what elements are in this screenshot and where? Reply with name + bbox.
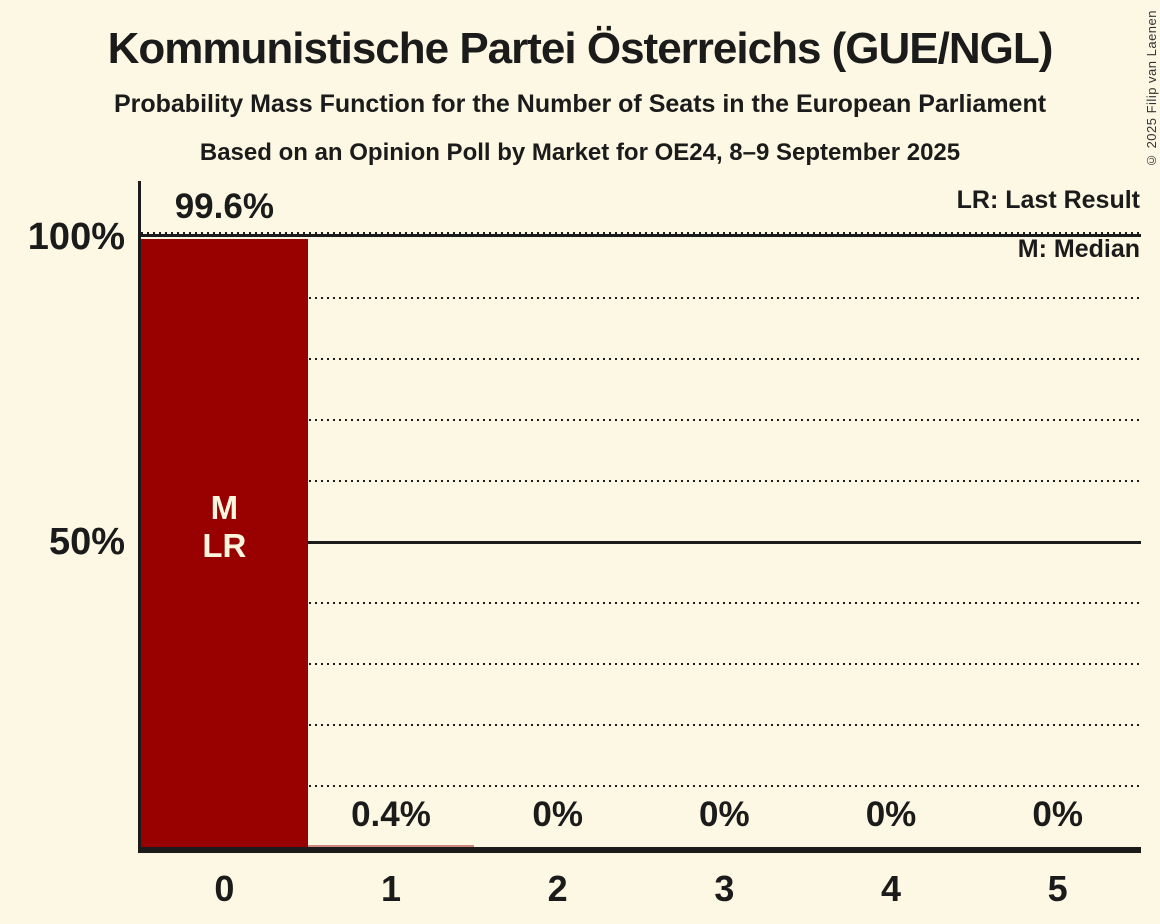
legend-median: M: Median [1017,235,1140,263]
chart-title: Kommunistische Partei Österreichs (GUE/N… [107,24,1054,73]
bar-seat-0 [141,239,308,847]
bar-value-label-seat-3: 0% [699,795,750,834]
x-axis-label-0: 0 [214,868,235,909]
y-axis-label-100: 100% [27,216,125,258]
bar-value-label-seat-1: 0.4% [351,795,431,834]
gridline-50pct [141,540,1141,544]
x-axis-label-1: 1 [380,868,401,909]
grid-area: 99.6% 0.4% 0% 0% 0% 0% M LR [141,187,1141,847]
x-axis-label-5: 5 [1047,868,1068,909]
legend-last-result: LR: Last Result [956,186,1140,214]
bar-seat-1 [307,844,475,847]
gridline-100pct [141,234,1141,237]
gridline-40pct [141,602,1141,604]
bar-annotation-seat-0: M LR [141,489,308,565]
bar-value-label-seat-5: 0% [1032,795,1083,834]
bar-annotation-line: M [210,489,239,526]
x-axis-label-2: 2 [547,868,568,909]
plot-area: 99.6% 0.4% 0% 0% 0% 0% M LR [138,181,1141,853]
gridline-100pct-dotted [141,232,1141,234]
copyright-text: © 2025 Filip van Laenen [1144,10,1159,169]
gridline-80pct [141,358,1141,360]
x-axis-label-4: 4 [880,868,901,909]
y-axis-label-50: 50% [48,521,125,563]
chart-poll-info: Based on an Opinion Poll by Market for O… [199,139,961,166]
gridline-20pct [141,724,1141,726]
gridline-30pct [141,663,1141,665]
gridline-90pct [141,297,1141,299]
bar-value-label-seat-0: 99.6% [174,187,274,226]
chart-subtitle: Probability Mass Function for the Number… [113,90,1047,118]
bar-annotation-line: LR [202,527,247,564]
gridline-60pct [141,480,1141,482]
gridline-10pct [141,785,1141,787]
x-axis-label-3: 3 [714,868,735,909]
bar-value-label-seat-4: 0% [865,795,917,834]
gridline-70pct [141,419,1141,421]
bar-value-label-seat-2: 0% [532,795,583,834]
